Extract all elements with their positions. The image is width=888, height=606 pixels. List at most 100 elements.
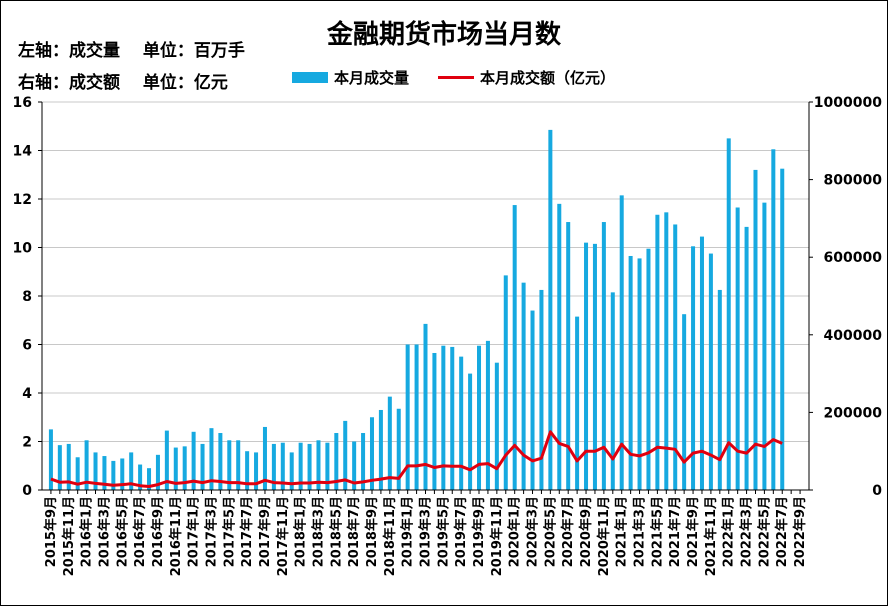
right-tick-label: 600000 (824, 250, 883, 266)
x-tick-label: 2021年5月 (649, 496, 665, 567)
x-tick-label: 2022年5月 (756, 496, 772, 567)
x-tick-label: 2018年11月 (382, 496, 398, 576)
x-tick-label: 2017年3月 (203, 496, 219, 567)
volume-bar (75, 457, 80, 490)
volume-bar (262, 426, 267, 490)
volume-bar (66, 443, 71, 490)
chart-title: 金融期货市场当月数 (326, 20, 561, 50)
volume-bar (280, 442, 285, 490)
right-tick-label: 800000 (824, 173, 883, 189)
x-tick-label: 2020年1月 (507, 496, 523, 567)
x-tick-label: 2022年3月 (739, 496, 755, 567)
volume-bar (601, 222, 606, 490)
x-tick-label: 2021年1月 (614, 496, 630, 567)
x-tick-label: 2019年11月 (489, 496, 505, 576)
x-tick-label: 2017年5月 (221, 496, 237, 567)
right-tick-label: 0 (872, 483, 882, 499)
x-tick-label: 2016年7月 (132, 496, 148, 567)
volume-bar (539, 289, 544, 490)
x-tick-label: 2021年9月 (685, 496, 701, 567)
volume-bar (628, 255, 633, 490)
x-tick-label: 2020年11月 (596, 496, 612, 576)
volume-bar (254, 452, 259, 490)
volume-bar (432, 352, 437, 490)
turnover-line (50, 430, 783, 488)
right-tick-label: 400000 (824, 328, 883, 344)
volume-bar (691, 246, 696, 490)
volume-bar (361, 433, 366, 490)
x-tick-label: 2022年9月 (792, 496, 808, 567)
volume-bar (298, 442, 303, 490)
x-tick-label: 2017年11月 (275, 496, 291, 576)
volume-bar (655, 214, 660, 490)
volume-bar (735, 207, 740, 491)
left-tick-label: 0 (22, 483, 32, 499)
volume-bar (245, 451, 250, 490)
volume-bar (780, 168, 785, 490)
volume-bar (289, 452, 294, 490)
volume-bar (753, 169, 758, 490)
volume-bar (762, 202, 767, 490)
volume-bar (477, 345, 482, 490)
x-tick-label: 2019年7月 (453, 496, 469, 567)
volume-bar (494, 362, 499, 490)
x-tick-label: 2018年7月 (346, 496, 362, 567)
volume-bar (699, 236, 704, 490)
volume-bar (209, 428, 214, 490)
left-tick-label: 8 (22, 289, 32, 305)
volume-bar (566, 222, 571, 490)
volume-bar (584, 242, 589, 490)
volume-bar (744, 226, 749, 490)
left-axis-note: 左轴：成交量 单位：百万手 (18, 41, 245, 61)
volume-bar (450, 346, 455, 490)
x-tick-label: 2020年7月 (560, 496, 576, 567)
volume-bar (459, 356, 464, 490)
x-tick-label: 2019年5月 (435, 496, 451, 567)
x-tick-label: 2015年11月 (61, 496, 77, 576)
volume-bar (378, 409, 383, 490)
volume-bar (164, 430, 169, 490)
volume-bar (182, 446, 187, 490)
left-tick-label: 2 (22, 435, 32, 451)
volume-bar (423, 323, 428, 490)
volume-bar (673, 224, 678, 490)
left-tick-label: 4 (22, 386, 32, 402)
volume-bar (530, 310, 535, 490)
volume-bar (84, 440, 89, 490)
volume-bar (343, 420, 348, 490)
x-tick-label: 2020年5月 (542, 496, 558, 567)
legend-item-turnover: 本月成交额（亿元） (438, 67, 615, 88)
volume-bar (352, 441, 357, 490)
x-tick-label: 2021年7月 (667, 496, 683, 567)
volume-bar (93, 452, 98, 490)
volume-bar (441, 345, 446, 490)
x-tick-label: 2018年1月 (293, 496, 309, 567)
x-tick-label: 2022年1月 (721, 496, 737, 567)
volume-bar (503, 275, 508, 490)
x-tick-label: 2018年5月 (328, 496, 344, 567)
volume-bar (548, 129, 553, 490)
volume-bar (129, 452, 134, 490)
right-axis-note: 右轴：成交额 单位：亿元 (18, 73, 228, 93)
volume-bar (637, 258, 642, 490)
volume-bar (173, 447, 178, 490)
volume-bar (147, 468, 152, 490)
volume-bar (200, 443, 205, 490)
x-tick-label: 2017年7月 (239, 496, 255, 567)
x-tick-label: 2020年3月 (525, 496, 541, 567)
x-tick-label: 2019年1月 (400, 496, 416, 567)
volume-bar (771, 149, 776, 490)
volume-bar (521, 282, 526, 490)
x-tick-label: 2016年11月 (168, 496, 184, 576)
volume-bar (708, 253, 713, 490)
left-tick-label: 12 (13, 192, 32, 208)
volume-bar (111, 460, 116, 490)
legend-label-volume: 本月成交量 (334, 69, 410, 87)
x-tick-label: 2016年1月 (79, 496, 95, 567)
right-tick-label: 200000 (824, 405, 883, 421)
volume-bar (575, 316, 580, 490)
legend-bar-swatch (292, 72, 328, 83)
x-tick-label: 2021年3月 (632, 496, 648, 567)
